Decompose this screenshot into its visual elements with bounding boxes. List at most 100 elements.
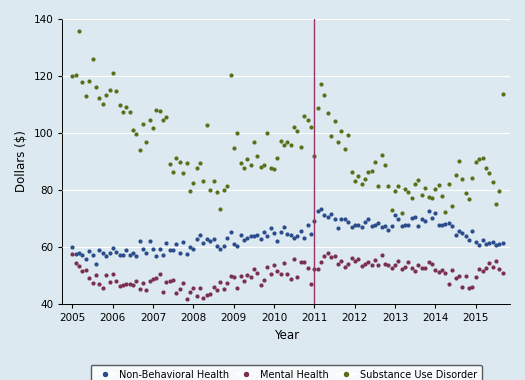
Point: [485, 240, 493, 246]
Point: [327, 254, 335, 260]
Point: [448, 223, 457, 229]
Point: [176, 250, 184, 256]
Point: [169, 277, 177, 283]
Point: [340, 216, 349, 222]
Point: [112, 87, 120, 93]
Point: [99, 250, 107, 256]
Point: [209, 236, 218, 242]
Point: [85, 275, 93, 281]
Point: [374, 183, 382, 189]
Point: [337, 128, 345, 134]
Point: [277, 229, 285, 235]
Point: [411, 268, 419, 274]
Point: [368, 168, 376, 174]
Point: [452, 232, 460, 238]
Point: [445, 220, 453, 226]
Point: [377, 152, 386, 158]
Point: [461, 273, 470, 279]
Point: [481, 265, 490, 271]
Point: [448, 268, 457, 274]
Point: [300, 112, 309, 119]
Point: [391, 262, 399, 268]
Point: [408, 264, 416, 271]
Point: [384, 183, 392, 189]
Point: [381, 261, 389, 267]
Point: [431, 267, 439, 273]
Point: [481, 165, 490, 171]
Point: [226, 71, 235, 78]
Point: [434, 269, 443, 275]
Point: [461, 190, 470, 196]
Point: [361, 176, 369, 182]
Point: [270, 230, 278, 236]
Point: [303, 117, 312, 123]
Point: [458, 176, 467, 182]
Point: [323, 110, 332, 116]
Point: [455, 273, 463, 279]
Point: [438, 267, 446, 273]
Point: [186, 244, 194, 250]
Point: [239, 278, 248, 284]
Point: [361, 218, 369, 225]
Point: [116, 102, 124, 108]
Point: [371, 222, 379, 228]
Point: [424, 259, 433, 265]
Point: [152, 276, 161, 282]
Point: [442, 270, 450, 276]
Point: [327, 211, 335, 217]
Point: [434, 182, 443, 188]
Point: [260, 162, 268, 168]
Point: [442, 209, 450, 215]
Point: [71, 73, 80, 79]
Point: [176, 159, 184, 165]
Point: [499, 240, 507, 246]
Point: [354, 256, 362, 262]
Point: [320, 253, 329, 259]
Point: [216, 206, 225, 212]
Point: [344, 219, 352, 225]
Point: [125, 109, 134, 115]
Point: [243, 235, 251, 241]
Point: [317, 206, 326, 212]
Point: [81, 256, 90, 262]
Point: [293, 274, 302, 280]
Point: [172, 290, 181, 296]
Point: [152, 253, 161, 259]
Point: [351, 178, 359, 184]
Point: [216, 245, 225, 252]
Point: [226, 229, 235, 235]
Point: [495, 241, 503, 247]
Point: [300, 235, 309, 241]
Point: [313, 105, 322, 111]
Point: [398, 266, 406, 272]
Point: [119, 252, 127, 258]
Point: [488, 239, 497, 245]
Point: [270, 166, 278, 172]
Point: [499, 271, 507, 277]
Point: [186, 188, 194, 194]
Point: [310, 218, 319, 224]
Point: [455, 158, 463, 164]
Point: [348, 169, 356, 175]
Point: [468, 284, 477, 290]
Point: [209, 178, 218, 184]
Point: [445, 281, 453, 287]
Point: [129, 127, 137, 133]
Point: [139, 246, 147, 252]
Point: [250, 233, 258, 239]
Point: [401, 222, 410, 228]
Point: [488, 264, 497, 270]
Point: [364, 216, 372, 222]
Point: [358, 181, 366, 187]
Point: [102, 272, 110, 278]
Point: [377, 252, 386, 258]
Point: [132, 253, 140, 260]
Point: [448, 203, 457, 209]
Point: [481, 241, 490, 247]
Point: [267, 271, 275, 277]
Point: [260, 229, 268, 235]
Point: [68, 73, 77, 79]
Point: [492, 242, 500, 248]
Point: [223, 280, 231, 287]
Point: [438, 222, 446, 228]
